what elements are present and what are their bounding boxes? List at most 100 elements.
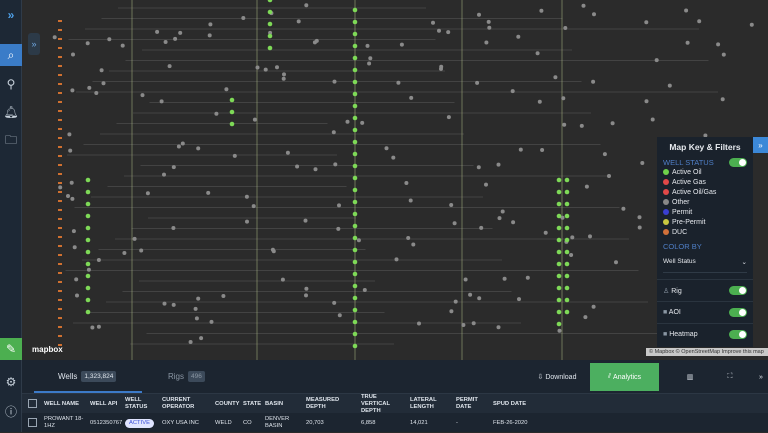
status-dot-icon [663,179,669,185]
legend-item[interactable]: Other [657,197,753,207]
tab-wells[interactable]: Wells 1,323,824 [58,371,117,382]
active-tab-indicator [34,391,142,393]
well-status-toggle[interactable] [729,158,747,167]
notes-icon[interactable]: ✎ [0,338,22,360]
status-dot-icon [663,169,669,175]
legend-item-label: Active Oil/Gas [672,188,717,196]
column-header[interactable]: BASIN [265,400,284,407]
column-header[interactable]: LATERAL LENGTH [410,397,437,410]
layer-row: ♙ Rig [657,279,753,301]
status-dot-icon [663,189,669,195]
legend-item[interactable]: Active Oil/Gas [657,187,753,197]
status-dot-icon [663,219,669,225]
layer-label: Rig [671,287,682,295]
rig-icon: ♙ [663,287,670,295]
tab-label: Rigs [168,372,185,381]
row-checkbox[interactable] [28,418,37,427]
analytics-button[interactable]: ⫽ Analytics [590,363,659,391]
table-cell: FEB-26-2020 [493,419,528,426]
table-cell: DENVER BASIN [265,416,290,429]
table-cell: CO [243,419,252,426]
layer-toggle[interactable] [729,330,747,339]
column-header[interactable]: TRUE VERTICAL DEPTH [361,394,390,414]
select-all-checkbox[interactable] [28,399,37,408]
collapse-sidebar-button[interactable]: » [28,33,40,55]
legend-item-label: DUC [672,228,688,236]
legend-item-label: Permit [672,208,693,216]
table-cell: PROWANT 18-1HZ [44,416,84,429]
status-badge: ACTIVE [125,418,154,428]
well-status-label: WELL STATUS [663,158,714,167]
mapbox-logo: mapbox [32,345,63,354]
column-header[interactable]: PERMIT DATE [456,397,478,410]
legend-item[interactable]: Active Gas [657,177,753,187]
layer-toggle[interactable] [729,286,747,295]
legend-item[interactable]: DUC [657,227,753,237]
column-header[interactable]: WELL API [90,400,118,407]
table-cell: 6,858 [361,419,376,426]
bell-icon[interactable]: 🔔︎ [3,105,19,119]
legend-item-label: Active Gas [672,178,706,186]
map-canvas[interactable]: » mapbox © Mapbox © OpenStreetMap Improv… [22,0,768,360]
fullscreen-icon[interactable]: ⛶ [727,373,733,380]
rigs-count-badge: 496 [188,371,205,382]
table-row[interactable]: PROWANT 18-1HZ 0512350767 ACTIVE OXY USA IN… [22,413,768,433]
chevron-down-icon: ⌄ [741,259,747,266]
expand-legend-button[interactable]: » [753,137,768,153]
legend-item[interactable]: Active Oil [657,167,753,177]
table-cell: 0512350767 [90,419,122,426]
aoi-icon: ■ [663,309,668,316]
columns-icon[interactable]: ▥ [686,374,694,381]
column-header[interactable]: STATE [243,400,262,407]
layer-toggle[interactable] [729,308,747,317]
status-dot-icon [663,229,669,235]
download-button[interactable]: ⇩ Download [537,373,577,382]
column-header[interactable]: SPUD DATE [493,400,527,407]
sidebar: » ⌕ ⚲ 🔔︎ 🗀 ✎ ⚙ ⓘ [0,0,22,432]
layer-row: ■ AOI [657,301,753,323]
folder-icon[interactable]: 🗀 [4,132,17,147]
map-key-panel: Map Key & Filters WELL STATUS Active Oil… [657,137,753,347]
analytics-label: Analytics [613,373,642,381]
column-header[interactable]: WELL STATUS [125,397,148,410]
legend-item-label: Active Oil [672,168,702,176]
column-header[interactable]: MEASURED DEPTH [306,397,340,410]
legend-item-label: Pre-Permit [672,218,706,226]
status-dot-icon [663,209,669,215]
location-pin-icon[interactable]: ⚲ [6,77,16,91]
color-by-label: COLOR BY [663,242,702,251]
legend-item[interactable]: Permit [657,207,753,217]
legend-title: Map Key & Filters [669,142,741,152]
layer-label: AOI [668,309,681,316]
tab-rigs[interactable]: Rigs 496 [168,371,205,382]
table-header: WELL NAME WELL API WELL STATUS CURRENT OPER… [22,393,768,414]
wells-count-badge: 1,323,824 [81,371,117,382]
legend-item[interactable]: Pre-Permit [657,217,753,227]
search-icon[interactable]: ⌕ [0,44,22,66]
table-cell: 20,703 [306,419,324,426]
heatmap-icon: ■ [663,331,668,338]
download-label: Download [545,373,577,381]
color-by-value: Well Status [663,258,696,265]
layer-row: ■ Heatmap [657,323,753,345]
column-header[interactable]: COUNTY [215,400,240,407]
legend-item-label: Other [672,198,690,206]
color-by-select[interactable]: Well Status ⌄ [663,258,747,273]
map-attribution[interactable]: © Mapbox © OpenStreetMap Improve this ma… [646,348,768,356]
status-cell: ACTIVE [125,413,159,433]
table-cell: - [456,419,458,426]
table-cell: OXY USA INC [162,419,199,426]
data-panel: Wells 1,323,824 Rigs 496 ⇩ Download ⫽ Anal… [22,360,768,432]
info-icon[interactable]: ⓘ [4,404,17,419]
app-logo: » [7,8,15,22]
status-dot-icon [663,199,669,205]
gear-icon[interactable]: ⚙ [5,375,17,389]
column-header[interactable]: WELL NAME [44,400,79,407]
table-cell: 14,021 [410,419,428,426]
layer-label: Heatmap [669,331,698,338]
collapse-panel-icon[interactable]: » [759,373,763,381]
column-header[interactable]: CURRENT OPERATOR [162,397,195,410]
tab-label: Wells [58,372,78,381]
map-layer [52,0,754,360]
table-cell: WELD [215,419,232,426]
